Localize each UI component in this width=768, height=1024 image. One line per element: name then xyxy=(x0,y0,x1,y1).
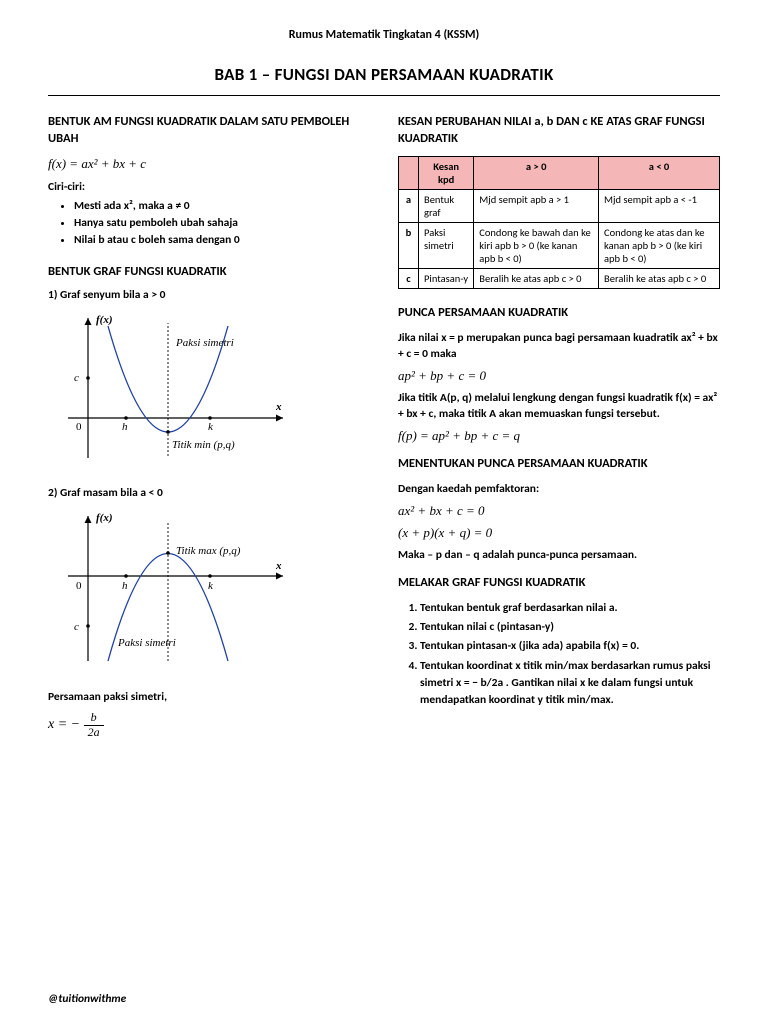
cell: Mjd sempit apb a < -1 xyxy=(599,189,720,222)
ciri-item: Mesti ada x², maka a ≠ 0 xyxy=(74,198,370,215)
svg-text:x: x xyxy=(275,401,282,413)
th-blank xyxy=(399,156,419,189)
sec-melakar: MELAKAR GRAF FUNGSI KUADRATIK xyxy=(398,575,720,592)
footer-handle: @tuitionwithme xyxy=(48,992,126,1006)
cell: Beralih ke atas apb c > 0 xyxy=(474,268,599,288)
cell: c xyxy=(399,268,419,288)
th-apos: a > 0 xyxy=(474,156,599,189)
svg-text:k: k xyxy=(208,421,214,433)
cell: Paksi simetri xyxy=(419,222,474,268)
ciri-item: Nilai b atau c boleh sama dengan 0 xyxy=(74,232,370,249)
right-column: KESAN PERUBAHAN NILAI a, b DAN c KE ATAS… xyxy=(398,114,720,739)
ciri-label: Ciri-ciri: xyxy=(48,180,370,194)
doc-header: Rumus Matematik Tingkatan 4 (KSSM) xyxy=(48,28,720,42)
step-item: Tentukan koordinat x titik min/max berda… xyxy=(420,658,720,710)
th-aneg: a < 0 xyxy=(599,156,720,189)
punca-p1: Jika nilai x = p merupakan punca bagi pe… xyxy=(398,330,720,362)
steps-list: Tentukan bentuk graf berdasarkan nilai a… xyxy=(398,600,720,710)
step-item: Tentukan bentuk graf berdasarkan nilai a… xyxy=(420,600,720,617)
th-kesan: Kesan kpd xyxy=(419,156,474,189)
cell: Bentuk graf xyxy=(419,189,474,222)
cell: Condong ke bawah dan ke kiri apb b > 0 (… xyxy=(474,222,599,268)
svg-text:f(x): f(x) xyxy=(96,314,113,326)
sec-bentuk-am: BENTUK AM FUNGSI KUADRATIK DALAM SATU PE… xyxy=(48,114,370,148)
sec-punca: PUNCA PERSAMAAN KUADRATIK xyxy=(398,305,720,322)
sec-kesan: KESAN PERUBAHAN NILAI a, b DAN c KE ATAS… xyxy=(398,114,720,148)
faktor-label: Dengan kaedah pemfaktoran: xyxy=(398,481,720,497)
title-rule xyxy=(48,95,720,96)
paksi-simetri-formula: x = − b2a xyxy=(48,711,370,738)
svg-text:0: 0 xyxy=(76,580,82,592)
faktor-end: Maka – p dan – q adalah punca-punca pers… xyxy=(398,547,720,563)
svg-text:h: h xyxy=(122,421,128,433)
graph1-label: 1) Graf senyum bila a > 0 xyxy=(48,288,370,302)
svg-text:c: c xyxy=(74,621,79,633)
ciri-list: Mesti ada x², maka a ≠ 0 Hanya satu pemb… xyxy=(48,198,370,250)
cell: Pintasan-y xyxy=(419,268,474,288)
svg-text:c: c xyxy=(74,372,79,384)
svg-text:Titik max (p,q): Titik max (p,q) xyxy=(176,545,241,557)
svg-text:Paksi simetri: Paksi simetri xyxy=(117,637,176,649)
cell: Beralih ke atas apb c > 0 xyxy=(599,268,720,288)
graph2-label: 2) Graf masam bila a < 0 xyxy=(48,486,370,500)
cell: Condong ke atas dan ke kanan apb b > 0 (… xyxy=(599,222,720,268)
svg-text:h: h xyxy=(122,580,128,592)
svg-text:x: x xyxy=(275,560,282,572)
paksi-simetri-label: Persamaan paksi simetri, xyxy=(48,689,370,705)
ciri-item: Hanya satu pemboleh ubah sahaja xyxy=(74,215,370,232)
sec-menentukan: MENENTUKAN PUNCA PERSAMAAN KUADRATIK xyxy=(398,456,720,473)
cell: Mjd sempit apb a > 1 xyxy=(474,189,599,222)
faktor-f1: ax² + bx + c = 0 xyxy=(398,503,720,519)
svg-text:0: 0 xyxy=(76,421,82,433)
chapter-title: BAB 1 – FUNGSI DAN PERSAMAAN KUADRATIK xyxy=(48,64,720,85)
sec-bentuk-graf: BENTUK GRAF FUNGSI KUADRATIK xyxy=(48,264,370,281)
effects-table: Kesan kpd a > 0 a < 0 a Bentuk graf Mjd … xyxy=(398,156,720,289)
faktor-f2: (x + p)(x + q) = 0 xyxy=(398,525,720,541)
svg-text:Paksi simetri: Paksi simetri xyxy=(175,337,234,349)
punca-f1: ap² + bp + c = 0 xyxy=(398,368,720,384)
graph-frown: f(x) x Paksi simetri c 0 h k Titik max (… xyxy=(48,506,370,675)
step-item: Tentukan nilai c (pintasan-y) xyxy=(420,619,720,636)
left-column: BENTUK AM FUNGSI KUADRATIK DALAM SATU PE… xyxy=(48,114,370,739)
punca-f2: f(p) = ap² + bp + c = q xyxy=(398,428,720,444)
svg-text:k: k xyxy=(208,580,214,592)
cell: a xyxy=(399,189,419,222)
general-form-formula: f(x) = ax² + bx + c xyxy=(48,156,370,172)
svg-text:f(x): f(x) xyxy=(96,512,113,524)
graph-smile: f(x) x Paksi simetri c 0 h k Titik min (… xyxy=(48,308,370,472)
two-column-layout: BENTUK AM FUNGSI KUADRATIK DALAM SATU PE… xyxy=(48,114,720,739)
punca-p2: Jika titik A(p, q) melalui lengkung deng… xyxy=(398,390,720,422)
svg-text:Titik min (p,q): Titik min (p,q) xyxy=(172,439,235,451)
cell: b xyxy=(399,222,419,268)
step-item: Tentukan pintasan-x (jika ada) apabila f… xyxy=(420,638,720,655)
